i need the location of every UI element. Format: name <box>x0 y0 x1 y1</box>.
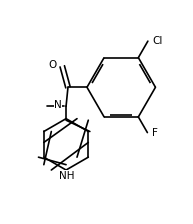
Text: Cl: Cl <box>153 36 163 46</box>
Text: O: O <box>49 60 57 70</box>
Text: F: F <box>152 128 157 138</box>
Text: NH: NH <box>59 171 75 181</box>
Text: N: N <box>54 100 62 110</box>
